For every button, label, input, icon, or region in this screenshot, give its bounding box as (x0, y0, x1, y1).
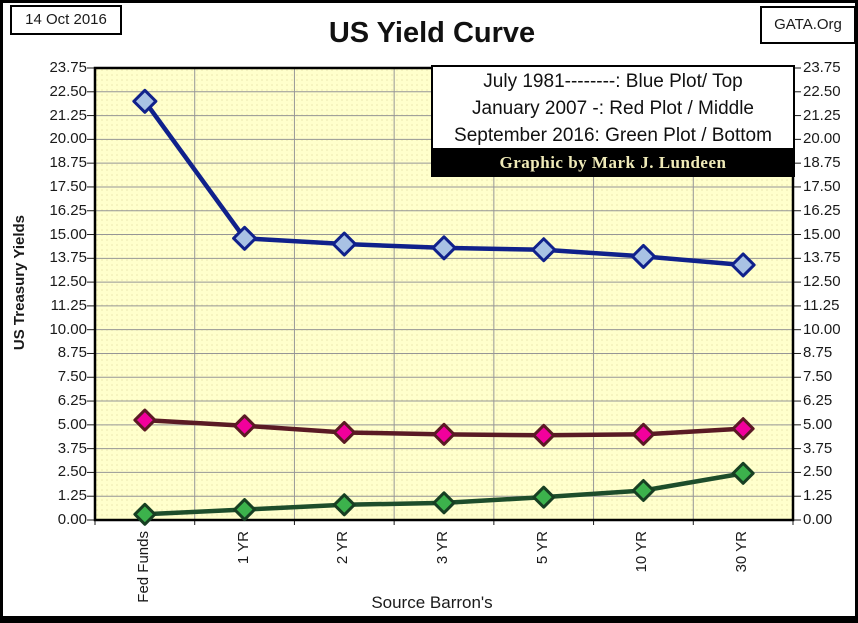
y-axis-tick-left: 12.50 (49, 273, 87, 291)
data-point-marker (432, 491, 456, 515)
y-axis-tick-left: 5.00 (57, 415, 87, 433)
y-axis-tick-left: 21.25 (49, 106, 87, 124)
y-axis-tick-right: 0.00 (803, 511, 833, 528)
x-axis-title: Source Barron's (371, 593, 493, 612)
y-axis-tick-left: 0.00 (57, 511, 87, 528)
y-axis-tick-left: 6.25 (57, 392, 87, 410)
data-point-marker (731, 417, 755, 441)
y-axis-tick-left: 15.00 (49, 225, 87, 243)
data-point-marker (332, 493, 356, 517)
data-point-marker (332, 420, 356, 444)
y-axis-tick-left: 20.00 (49, 130, 87, 148)
y-axis-tick-left: 16.25 (49, 201, 87, 219)
y-axis-tick-left: 2.50 (57, 463, 87, 481)
data-point-marker (631, 422, 655, 446)
y-axis-tick-left: 3.75 (57, 439, 87, 457)
site-text: GATA.Org (774, 16, 842, 33)
x-axis-tick: 2 YR (334, 531, 352, 565)
legend-line-red: January 2007 -: Red Plot / Middle (472, 98, 754, 119)
x-axis-tick: 10 YR (633, 531, 651, 573)
data-point-marker (432, 422, 456, 446)
x-axis-tick: 3 YR (434, 531, 451, 565)
data-point-marker (233, 498, 257, 522)
y-axis-tick-right: 22.50 (803, 82, 841, 100)
data-point-marker (630, 243, 656, 269)
y-axis-tick-right: 15.00 (803, 225, 841, 243)
y-axis-tick-left: 17.50 (49, 177, 87, 195)
data-point-marker (531, 237, 557, 263)
x-axis-tick: 5 YR (533, 531, 551, 565)
data-point-marker (532, 485, 556, 509)
credit-bar: Graphic by Mark J. Lundeen (431, 150, 795, 177)
y-axis-tick-right: 17.50 (803, 177, 841, 195)
y-axis-tick-right: 6.25 (803, 392, 833, 410)
y-axis-tick-right: 5.00 (803, 415, 833, 433)
y-axis-tick-right: 12.50 (803, 273, 841, 291)
y-axis-tick-left: 13.75 (49, 249, 87, 267)
y-axis-tick-right: 23.75 (803, 59, 841, 76)
data-point-marker (133, 502, 157, 526)
x-axis-tick: Fed Funds (134, 531, 152, 603)
y-axis-tick-left: 7.50 (57, 368, 87, 386)
data-point-marker (731, 461, 755, 485)
data-point-marker (133, 408, 157, 432)
y-axis-tick-right: 3.75 (803, 439, 833, 457)
date-box: 14 Oct 2016 (10, 5, 122, 35)
y-axis-tick-right: 20.00 (803, 130, 841, 148)
y-axis-tick-left: 18.75 (49, 154, 87, 172)
y-axis-tick-left: 11.25 (50, 296, 87, 314)
y-axis-tick-right: 1.25 (803, 487, 833, 505)
y-axis-tick-right: 13.75 (803, 249, 841, 267)
y-axis-tick-right: 11.25 (803, 296, 840, 314)
y-axis-tick-right: 10.00 (803, 320, 841, 338)
chart-title: US Yield Curve (328, 17, 536, 49)
y-axis-tick-left: 23.75 (49, 59, 87, 76)
y-axis-tick-left: 8.75 (57, 344, 87, 362)
site-box: GATA.Org (760, 6, 855, 44)
date-text: 14 Oct 2016 (25, 11, 107, 28)
y-axis-title: US Treasury Yields (11, 215, 28, 351)
legend-box: July 1981--------: Blue Plot/ Top Januar… (431, 65, 795, 150)
y-axis-tick-right: 2.50 (803, 463, 833, 481)
y-axis-tick-left: 1.25 (57, 487, 87, 505)
data-point-marker (431, 235, 457, 261)
data-point-marker (532, 423, 556, 447)
x-axis-tick: 1 YR (234, 531, 252, 565)
credit-text: Graphic by Mark J. Lundeen (499, 153, 727, 172)
data-point-marker (631, 479, 655, 503)
y-axis-tick-left: 22.50 (49, 82, 87, 100)
y-axis-tick-left: 10.00 (49, 320, 87, 338)
x-axis-tick: 30 YR (733, 531, 751, 573)
data-point-marker (233, 414, 257, 438)
y-axis-tick-right: 8.75 (803, 344, 833, 362)
legend-line-blue: July 1981--------: Blue Plot/ Top (483, 71, 743, 92)
y-axis-tick-right: 7.50 (803, 368, 833, 386)
y-axis-tick-right: 21.25 (803, 106, 841, 124)
data-point-marker (232, 225, 258, 251)
data-point-marker (132, 88, 158, 114)
data-point-marker (730, 252, 756, 278)
legend-line-green: September 2016: Green Plot / Bottom (454, 125, 772, 146)
y-axis-tick-right: 18.75 (803, 154, 841, 172)
y-axis-tick-right: 16.25 (803, 201, 841, 219)
data-point-marker (331, 231, 357, 257)
